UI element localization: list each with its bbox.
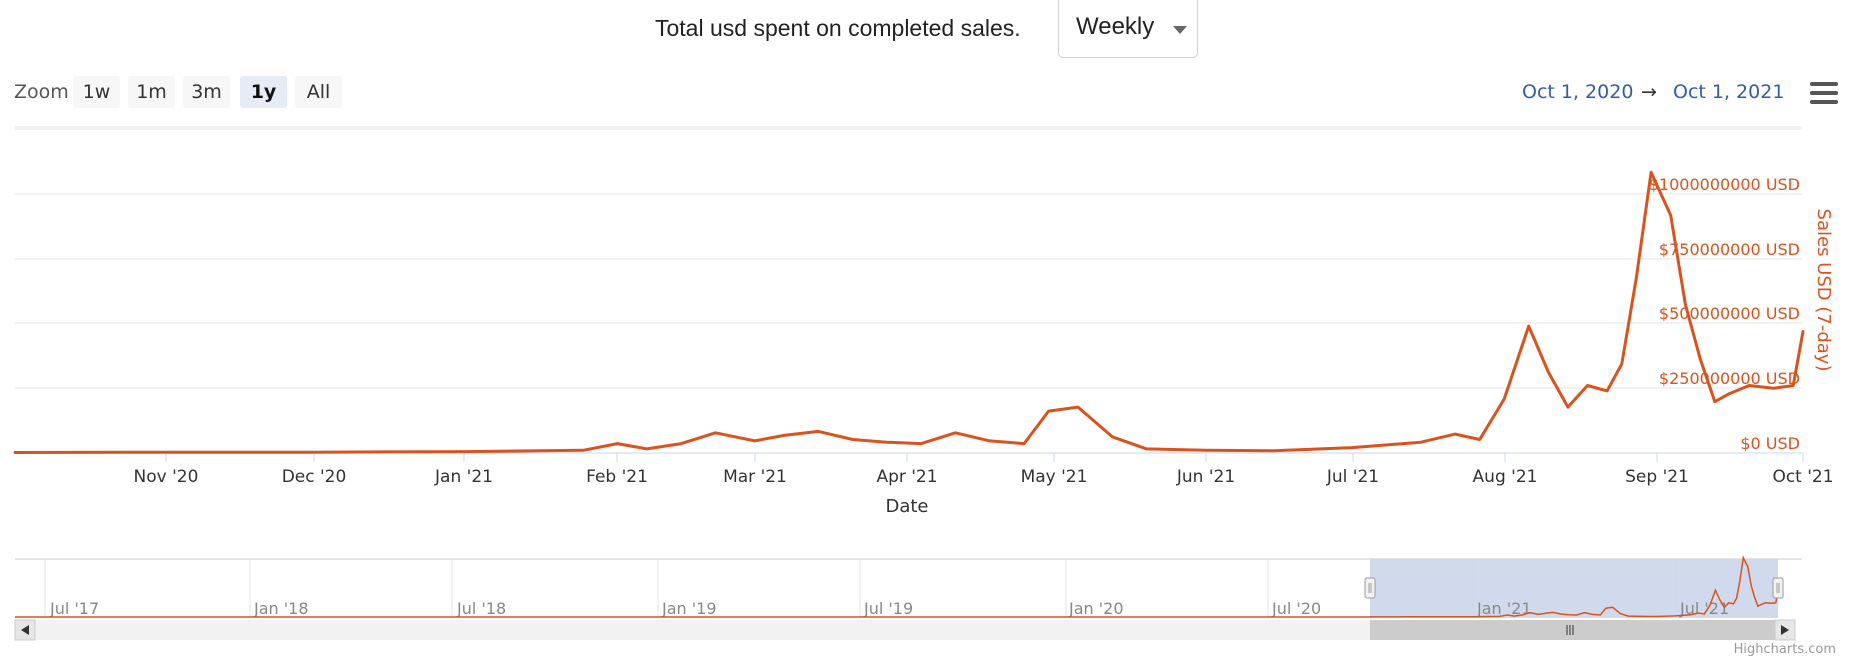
y-tick-label: $750000000 USD [1659, 240, 1800, 259]
range-to-input[interactable]: Oct 1, 2021 [1673, 81, 1785, 103]
scrollbar-track[interactable] [15, 620, 1795, 640]
y-tick-label: $500000000 USD [1659, 304, 1800, 323]
zoom-button-all[interactable]: All [295, 76, 342, 108]
range-arrow: → [1641, 81, 1657, 103]
navigator-tick-label: Jul '21 [1679, 599, 1729, 618]
navigator-tick-label: Jan '19 [661, 599, 717, 618]
scrollbar-thumb[interactable] [1370, 620, 1778, 640]
period-select[interactable]: Weekly [1058, 0, 1198, 58]
y-tick-labels: $0 USD $250000000 USD $500000000 USD $75… [1649, 175, 1800, 453]
zoom-button-3m[interactable]: 3m [183, 76, 230, 108]
navigator-handle-left[interactable] [1364, 577, 1376, 599]
x-tick-label: Jan '21 [434, 467, 493, 487]
period-select-value: Weekly [1076, 13, 1155, 40]
zoom-label: Zoom [14, 81, 69, 103]
navigator-tick-label: Jan '20 [1068, 599, 1124, 618]
zoom-button-1m[interactable]: 1m [128, 76, 175, 108]
y-tick-label: $0 USD [1740, 434, 1800, 453]
arrow-left-icon [21, 625, 29, 635]
arrow-right-icon [1781, 625, 1789, 635]
navigator-tick-labels: Jul '17 Jan '18 Jul '18 Jan '19 Jul '19 … [49, 599, 1729, 618]
navigator-tick-label: Jul '20 [1271, 599, 1321, 618]
x-axis-title: Date [885, 496, 928, 517]
x-tick-label: Feb '21 [586, 467, 648, 487]
range-from-input[interactable]: Oct 1, 2020 [1522, 81, 1634, 103]
navigator-tick-label: Jul '19 [863, 599, 913, 618]
navigator-tick-label: Jul '18 [456, 599, 506, 618]
x-tick-label: Apr '21 [876, 467, 937, 487]
zoom-button-1w[interactable]: 1w [73, 76, 120, 108]
navigator-series-line [15, 555, 1779, 618]
x-tick-label: Aug '21 [1473, 467, 1538, 487]
x-tick-label: Oct '21 [1772, 467, 1833, 487]
navigator-handle-right[interactable] [1772, 577, 1784, 599]
hamburger-menu-icon[interactable] [1810, 82, 1838, 104]
chart-title: Total usd spent on completed sales. [655, 15, 1021, 41]
x-tick-label: Jun '21 [1176, 467, 1235, 487]
y-tick-label: $1000000000 USD [1649, 175, 1800, 194]
scrollbar[interactable] [14, 619, 1796, 641]
chevron-down-icon [1173, 26, 1187, 34]
x-tick-label: Jul '21 [1326, 467, 1379, 487]
navigator-tick-label: Jul '17 [49, 599, 99, 618]
navigator-selected-range[interactable] [1370, 559, 1778, 618]
navigator-tick-label: Jan '18 [253, 599, 309, 618]
navigator-tick-label: Jan '21 [1476, 599, 1532, 618]
x-tick-labels: Nov '20 Dec '20 Jan '21 Feb '21 Mar '21 … [134, 467, 1834, 487]
y-tick-label: $250000000 USD [1659, 369, 1800, 388]
x-tick-label: Dec '20 [282, 467, 347, 487]
x-tick-label: Sep '21 [1625, 467, 1689, 487]
series-line [13, 170, 1805, 454]
y-axis-title: Sales USD (7-day) [1813, 209, 1834, 372]
x-tick-marks [165, 453, 1804, 462]
navigator: Jul '17 Jan '18 Jul '18 Jan '19 Jul '19 … [15, 555, 1802, 618]
zoom-button-1y[interactable]: 1y [240, 76, 287, 108]
x-tick-label: May '21 [1021, 467, 1088, 487]
x-tick-label: Nov '20 [134, 467, 199, 487]
x-tick-label: Mar '21 [723, 467, 787, 487]
gridlines [15, 128, 1802, 389]
credits-link[interactable]: Highcharts.com [1733, 642, 1836, 657]
